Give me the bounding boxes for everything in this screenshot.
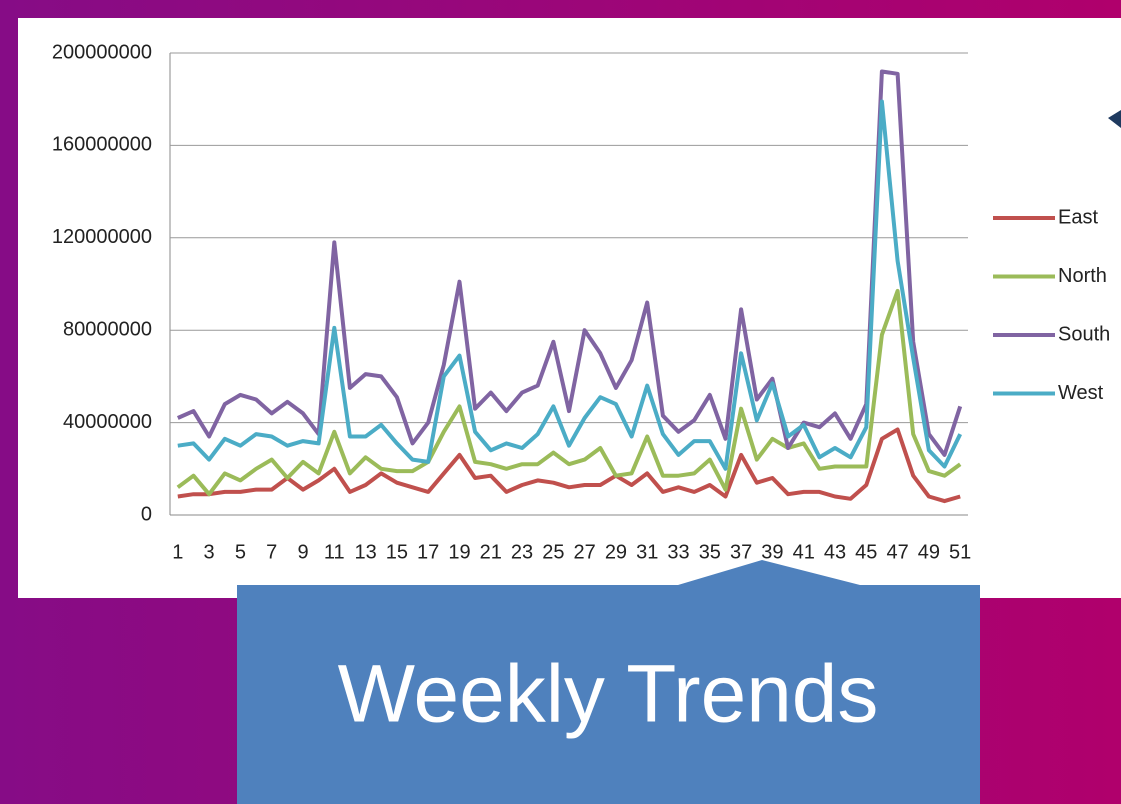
x-tick-label: 7 xyxy=(266,541,277,563)
y-tick-label: 200000000 xyxy=(52,41,152,63)
series-line xyxy=(176,69,963,457)
x-tick-label: 3 xyxy=(204,541,215,563)
x-tick-label: 11 xyxy=(324,541,345,563)
y-tick-label: 40000000 xyxy=(63,411,152,433)
y-tick-label: 80000000 xyxy=(63,318,152,340)
x-tick-label: 21 xyxy=(480,541,502,563)
x-tick-label: 37 xyxy=(730,541,752,563)
callout-text: Weekly Trends xyxy=(338,649,879,740)
x-tick-label: 9 xyxy=(297,541,308,563)
x-tick-label: 15 xyxy=(386,541,408,563)
callout-box xyxy=(237,560,980,804)
y-tick-label: 160000000 xyxy=(52,134,152,156)
x-tick-label: 31 xyxy=(636,541,658,563)
x-tick-label: 47 xyxy=(886,541,908,563)
decoration xyxy=(1108,110,1121,128)
x-tick-label: 1 xyxy=(172,541,183,563)
x-tick-label: 43 xyxy=(824,541,846,563)
legend-label: East xyxy=(1058,206,1098,228)
series-line xyxy=(177,99,962,471)
legend-label: West xyxy=(1058,382,1104,404)
x-tick-label: 51 xyxy=(949,541,971,563)
x-tick-label: 17 xyxy=(417,541,439,563)
x-tick-label: 5 xyxy=(235,541,246,563)
series-line xyxy=(177,427,961,504)
x-tick-label: 23 xyxy=(511,541,533,563)
x-tick-label: 45 xyxy=(855,541,877,563)
series-line xyxy=(176,288,962,497)
x-tick-label: 33 xyxy=(667,541,689,563)
x-tick-label: 19 xyxy=(448,541,470,563)
x-tick-label: 41 xyxy=(793,541,815,563)
x-tick-label: 49 xyxy=(918,541,940,563)
y-tick-label: 0 xyxy=(141,503,152,525)
chart-panel xyxy=(18,18,1121,598)
x-tick-label: 25 xyxy=(542,541,564,563)
legend-label: South xyxy=(1058,323,1110,345)
legend-label: North xyxy=(1058,265,1107,287)
x-tick-label: 13 xyxy=(354,541,376,563)
x-tick-label: 27 xyxy=(574,541,596,563)
y-tick-label: 120000000 xyxy=(52,226,152,248)
x-tick-label: 39 xyxy=(761,541,783,563)
x-tick-label: 35 xyxy=(699,541,721,563)
x-tick-label: 29 xyxy=(605,541,627,563)
